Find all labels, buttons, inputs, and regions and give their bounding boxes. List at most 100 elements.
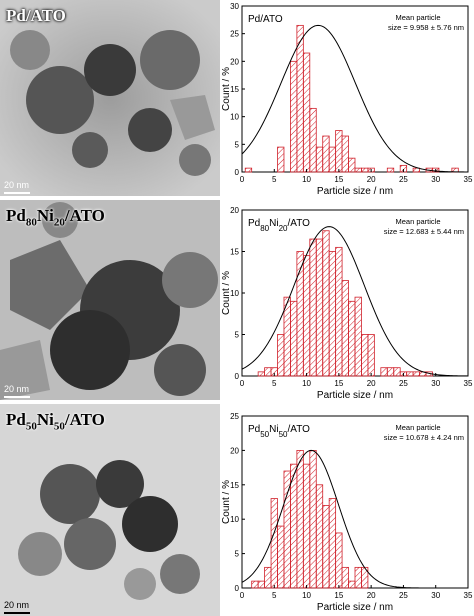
histogram-bar bbox=[412, 167, 420, 173]
y-tick-label: 15 bbox=[230, 85, 239, 94]
tem-label: Pd/ATO bbox=[6, 6, 66, 25]
histogram-bar bbox=[315, 146, 324, 173]
scale-bar bbox=[4, 192, 30, 194]
tem-micrograph bbox=[0, 0, 220, 196]
y-axis-label: Count / % bbox=[222, 480, 232, 524]
x-axis-label: Particle size / nm bbox=[317, 390, 393, 401]
x-tick-label: 10 bbox=[302, 175, 311, 184]
scale-label: 20 nm bbox=[4, 384, 30, 394]
scale-bar bbox=[4, 396, 30, 398]
histogram-bar bbox=[277, 525, 285, 589]
histogram-bar bbox=[393, 367, 401, 377]
histogram-bar bbox=[335, 246, 343, 377]
histogram-bar bbox=[302, 255, 311, 377]
histogram-bar bbox=[328, 498, 337, 589]
histogram-bar bbox=[315, 238, 324, 377]
y-tick-label: 25 bbox=[230, 30, 239, 39]
histogram-bar bbox=[322, 135, 330, 173]
histogram-bar bbox=[309, 238, 317, 377]
histogram-pd50ni50-ato: 0 5 10 15 20 25 30 35 0 5 10 15 20 25 Particle size / … bbox=[222, 410, 474, 616]
x-axis-label: Particle size / nm bbox=[317, 602, 393, 613]
histogram-bar bbox=[348, 157, 356, 173]
histogram-bar bbox=[354, 566, 362, 589]
tem-image-pd50ni50-ato: Pd50Ni50/ATO 20 nm bbox=[0, 404, 220, 616]
y-tick-label: 10 bbox=[230, 515, 239, 524]
histogram-bar bbox=[386, 167, 395, 173]
histogram-bar bbox=[270, 498, 278, 589]
histogram-bar bbox=[296, 24, 304, 173]
y-tick-label: 30 bbox=[230, 2, 239, 11]
x-tick-label: 25 bbox=[399, 175, 408, 184]
mean-annotation-line2: size = 9.958 ± 5.76 nm bbox=[388, 23, 464, 32]
x-tick-label: 35 bbox=[464, 379, 473, 388]
histogram-bar bbox=[335, 130, 343, 173]
y-tick-label: 10 bbox=[230, 289, 239, 298]
y-tick-label: 15 bbox=[230, 481, 239, 490]
y-tick-label: 5 bbox=[235, 140, 240, 149]
x-tick-label: 20 bbox=[367, 591, 376, 600]
gaussian-fit-line bbox=[241, 226, 469, 377]
histogram-bar bbox=[348, 300, 356, 377]
x-tick-label: 10 bbox=[302, 591, 311, 600]
histogram-bar bbox=[309, 107, 317, 173]
x-tick-label: 10 bbox=[302, 379, 311, 388]
tem-image-pd80ni20-ato: Pd80Ni20/ATO 20 nm bbox=[0, 200, 220, 400]
y-tick-label: 5 bbox=[235, 331, 240, 340]
x-tick-label: 20 bbox=[367, 175, 376, 184]
y-tick-label: 20 bbox=[230, 206, 239, 215]
x-tick-label: 20 bbox=[367, 379, 376, 388]
scale-label: 20 nm bbox=[4, 180, 30, 190]
histogram-bar bbox=[264, 566, 272, 589]
y-tick-label: 0 bbox=[235, 372, 240, 381]
gaussian-fit-line bbox=[241, 449, 468, 589]
x-tick-label: 30 bbox=[431, 379, 440, 388]
x-tick-label: 25 bbox=[399, 379, 408, 388]
histogram-bar bbox=[341, 135, 349, 173]
histogram-pd80ni20-ato: 0 5 10 15 20 25 30 35 0 5 10 15 20 Particle size / nm… bbox=[222, 204, 474, 404]
histogram-bar bbox=[315, 484, 324, 589]
y-axis-label: Count / % bbox=[222, 271, 232, 315]
histogram-pd-ato: 0 5 10 15 20 25 30 35 0 5 10 15 20 25 30 Particle size … bbox=[222, 0, 474, 200]
histogram-bar bbox=[335, 532, 343, 589]
histogram-bar bbox=[361, 334, 369, 377]
histogram-bar bbox=[328, 251, 337, 377]
y-tick-label: 15 bbox=[230, 248, 239, 257]
mean-annotation-line1: Mean particle bbox=[395, 13, 440, 22]
x-tick-label: 5 bbox=[272, 591, 277, 600]
histogram-bar bbox=[380, 367, 388, 377]
gaussian-fit-line bbox=[241, 24, 469, 173]
histogram-bar bbox=[367, 334, 375, 377]
histogram-svg: 0 5 10 15 20 25 30 35 0 5 10 15 20 25 Particle size / … bbox=[222, 412, 473, 613]
scale-label: 20 nm bbox=[4, 600, 30, 610]
histogram-bar bbox=[341, 280, 349, 377]
tem-label: Pd80Ni20/ATO bbox=[6, 206, 105, 229]
x-tick-label: 15 bbox=[334, 175, 343, 184]
histogram-bar bbox=[244, 167, 253, 173]
histogram-bar bbox=[257, 371, 265, 377]
x-tick-label: 30 bbox=[431, 591, 440, 600]
histogram-svg: 0 5 10 15 20 25 30 35 0 5 10 15 20 25 30 Particle size … bbox=[222, 2, 473, 197]
y-tick-label: 0 bbox=[235, 168, 240, 177]
histogram-bar bbox=[361, 167, 369, 173]
y-tick-label: 20 bbox=[230, 446, 239, 455]
histogram-bar bbox=[251, 580, 259, 589]
histogram-bar bbox=[290, 60, 298, 173]
x-tick-label: 35 bbox=[464, 175, 473, 184]
histogram-bar bbox=[302, 463, 311, 589]
histogram-bar bbox=[309, 450, 317, 589]
histogram-bar bbox=[406, 371, 414, 377]
histogram-bar bbox=[328, 146, 337, 173]
x-tick-label: 30 bbox=[431, 175, 440, 184]
histogram-bar bbox=[302, 52, 311, 173]
tem-micrograph bbox=[0, 404, 220, 616]
histogram-bar bbox=[341, 566, 349, 589]
y-tick-label: 20 bbox=[230, 57, 239, 66]
tem-micrograph bbox=[0, 200, 220, 400]
x-tick-label: 0 bbox=[240, 379, 245, 388]
y-tick-label: 10 bbox=[230, 113, 239, 122]
tem-label: Pd50Ni50/ATO bbox=[6, 410, 105, 433]
histogram-bar bbox=[277, 146, 285, 173]
histogram-bar bbox=[354, 296, 362, 377]
histogram-svg: 0 5 10 15 20 25 30 35 0 5 10 15 20 Particle size / nm… bbox=[222, 206, 473, 401]
histogram-bar bbox=[386, 367, 395, 377]
